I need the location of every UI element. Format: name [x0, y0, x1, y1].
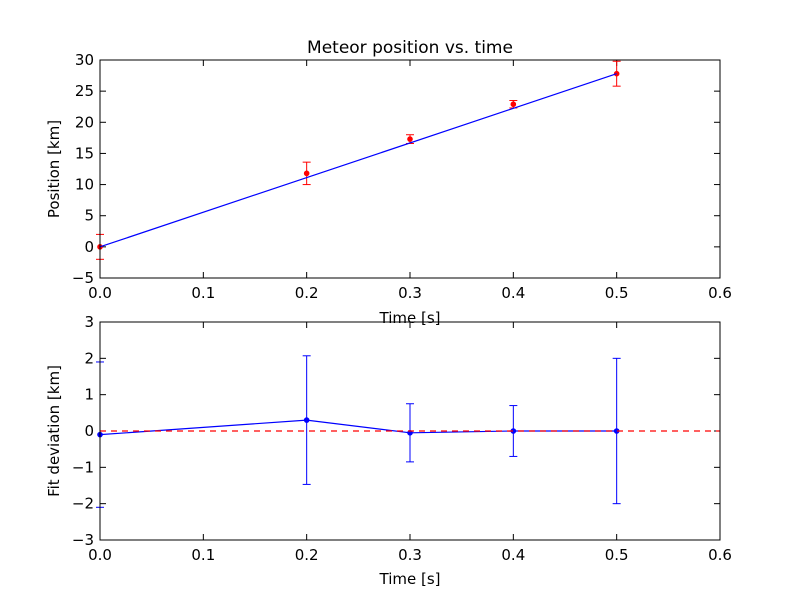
position-x-tick-label: 0.4 [501, 284, 525, 302]
deviation-x-tick-label: 0.2 [295, 546, 319, 564]
deviation-x-tick-label: 0.4 [501, 546, 525, 564]
position-data-point [510, 101, 517, 108]
deviation-x-tick-label: 0.3 [398, 546, 422, 564]
position-y-tick-label: 15 [75, 144, 94, 162]
position-axes-frame [99, 59, 721, 279]
position-x-tick-label: 0.1 [191, 284, 215, 302]
deviation-x-tick-label: 0.5 [605, 546, 629, 564]
deviation-x-tick-label: 0.6 [708, 546, 732, 564]
deviation-x-tick-label: 0.1 [191, 546, 215, 564]
deviation-y-tick-label: −3 [72, 531, 94, 549]
position-x-tick-label: 0.2 [295, 284, 319, 302]
position-panel: Meteor position vs. time 0.0 0.1 0.2 0.3 0.4… [45, 38, 732, 327]
deviation-x-axis-label: Time [s] [379, 570, 441, 588]
position-y-tick-label: 25 [75, 82, 94, 100]
position-x-tick-label: 0.5 [605, 284, 629, 302]
position-y-tick-label: 5 [84, 207, 94, 225]
position-y-tick-label: 30 [75, 51, 94, 69]
deviation-panel: 0.0 0.1 0.2 0.3 0.4 0.5 0.6 −3 −2 −1 0 1 2 3 Time [s]… [45, 313, 732, 588]
deviation-y-tick-label: −2 [72, 495, 94, 513]
position-x-tick-label: 0.6 [708, 284, 732, 302]
position-y-axis-label: Position [km] [45, 120, 63, 218]
deviation-y-tick-label: 0 [84, 422, 94, 440]
deviation-series-line [99, 419, 617, 436]
position-data-point [407, 136, 413, 142]
position-y-tick-label: 10 [75, 176, 94, 194]
deviation-y-tick-label: −1 [72, 458, 94, 476]
position-plot-area: 0.0 0.1 0.2 0.3 0.4 0.5 0.6 −5 0 5 10 15 20 25 30 [72, 51, 732, 302]
position-x-tick-label: 0.0 [88, 284, 112, 302]
position-line-line [99, 73, 617, 248]
deviation-plot-area: 0.0 0.1 0.2 0.3 0.4 0.5 0.6 −3 −2 −1 0 1 2 3 [72, 313, 732, 564]
deviation-y-tick-label: 2 [84, 349, 94, 367]
position-x-tick-label: 0.3 [398, 284, 422, 302]
deviation-y-tick-label: 1 [84, 386, 94, 404]
position-y-tick-label: −5 [72, 269, 94, 287]
position-y-tick-label: 20 [75, 113, 94, 131]
deviation-data-point [303, 417, 310, 423]
deviation-axes-frame [99, 321, 721, 541]
deviation-y-tick-label: 3 [84, 313, 94, 331]
position-chart-title: Meteor position vs. time [307, 38, 513, 58]
position-data-point [303, 170, 310, 177]
deviation-y-axis-label: Fit deviation [km] [45, 365, 63, 497]
position-y-tick-label: 0 [84, 238, 94, 256]
deviation-x-tick-label: 0.0 [88, 546, 112, 564]
